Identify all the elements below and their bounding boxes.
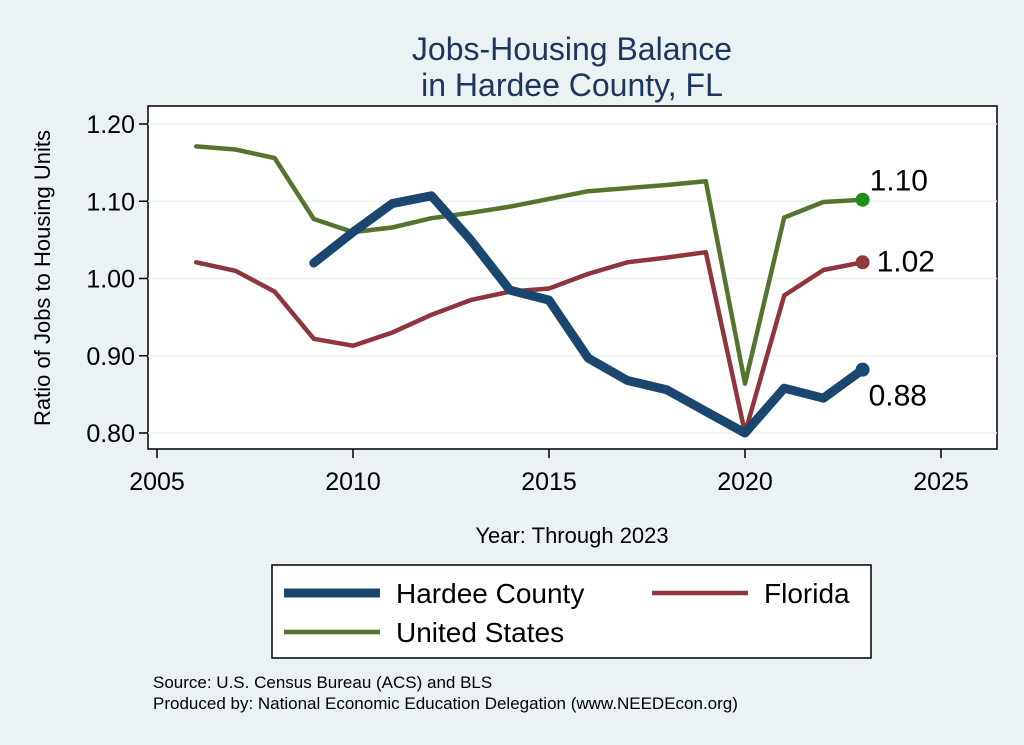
series-line-florida [193,249,865,436]
y-tick-label: 0.80 [86,420,135,448]
x-tick-label: 2025 [913,468,969,496]
y-tick-label: 1.00 [86,266,135,294]
end-marker-united-states [855,192,870,207]
x-tick-label: 2005 [129,468,185,496]
x-axis-label: Year: Through 2023 [475,523,668,548]
legend: Hardee County Florida United States [271,564,872,659]
legend-box [271,564,872,659]
x-tick-label: 2010 [325,468,381,496]
chart-title: Jobs-Housing Balance [412,31,732,67]
legend-label-hardee-county: Hardee County [396,578,584,609]
end-marker-florida [855,255,870,270]
end-label-florida: 1.02 [877,245,935,278]
y-tick-label: 1.10 [86,188,135,216]
series-lines [193,144,868,438]
y-axis: 0.80 0.90 1.00 1.10 1.20 [86,111,148,448]
legend-label-united-states: United States [396,617,564,648]
x-axis: 2005 2010 2015 2020 2025 [129,449,969,496]
y-tick-label: 0.90 [86,343,135,371]
series-line-united-states [193,144,865,386]
end-labels: 0.88 1.02 1.10 [869,165,935,413]
end-markers [855,192,870,377]
y-tick-label: 1.20 [86,111,135,139]
x-tick-label: 2015 [521,468,577,496]
legend-label-florida: Florida [764,578,850,609]
x-tick-label: 2020 [717,468,773,496]
chart-subtitle: in Hardee County, FL [421,67,723,103]
end-marker-hardee-county [855,362,870,377]
end-label-hardee-county: 0.88 [869,380,927,413]
source-note: Source: U.S. Census Bureau (ACS) and BLS [153,673,492,692]
series-line-hardee-county [309,191,868,438]
gridlines [148,123,997,434]
producer-note: Produced by: National Economic Education… [153,694,738,713]
y-axis-label: Ratio of Jobs to Housing Units [30,130,55,426]
end-label-united-states: 1.10 [870,165,928,198]
